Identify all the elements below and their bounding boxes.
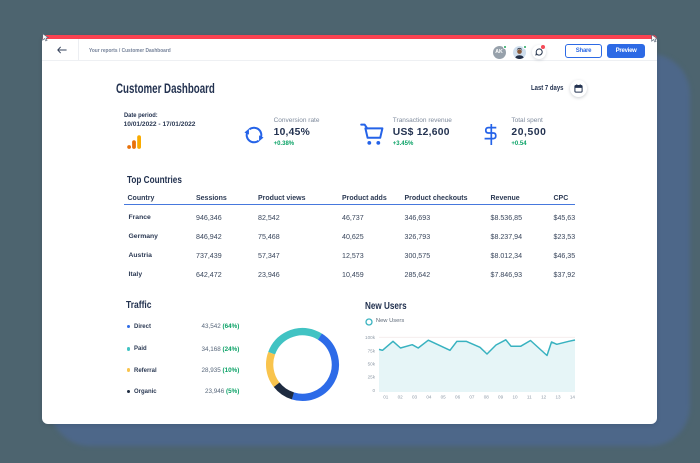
svg-text:08: 08 bbox=[484, 395, 490, 400]
svg-text:10: 10 bbox=[512, 395, 518, 400]
svg-text:14: 14 bbox=[570, 395, 576, 400]
svg-text:04: 04 bbox=[426, 395, 432, 400]
svg-text:11: 11 bbox=[527, 395, 532, 400]
svg-text:06: 06 bbox=[455, 395, 461, 400]
svg-text:100k: 100k bbox=[365, 335, 376, 340]
svg-text:03: 03 bbox=[412, 395, 418, 400]
svg-text:02: 02 bbox=[398, 395, 404, 400]
svg-text:05: 05 bbox=[441, 395, 447, 400]
svg-text:50k: 50k bbox=[368, 362, 376, 367]
svg-text:12: 12 bbox=[541, 395, 547, 400]
svg-text:01: 01 bbox=[383, 395, 389, 400]
svg-text:75k: 75k bbox=[368, 349, 376, 354]
svg-text:13: 13 bbox=[555, 395, 561, 400]
svg-text:0: 0 bbox=[372, 388, 375, 393]
svg-text:09: 09 bbox=[498, 395, 504, 400]
svg-text:07: 07 bbox=[469, 395, 475, 400]
svg-text:25k: 25k bbox=[368, 375, 376, 380]
